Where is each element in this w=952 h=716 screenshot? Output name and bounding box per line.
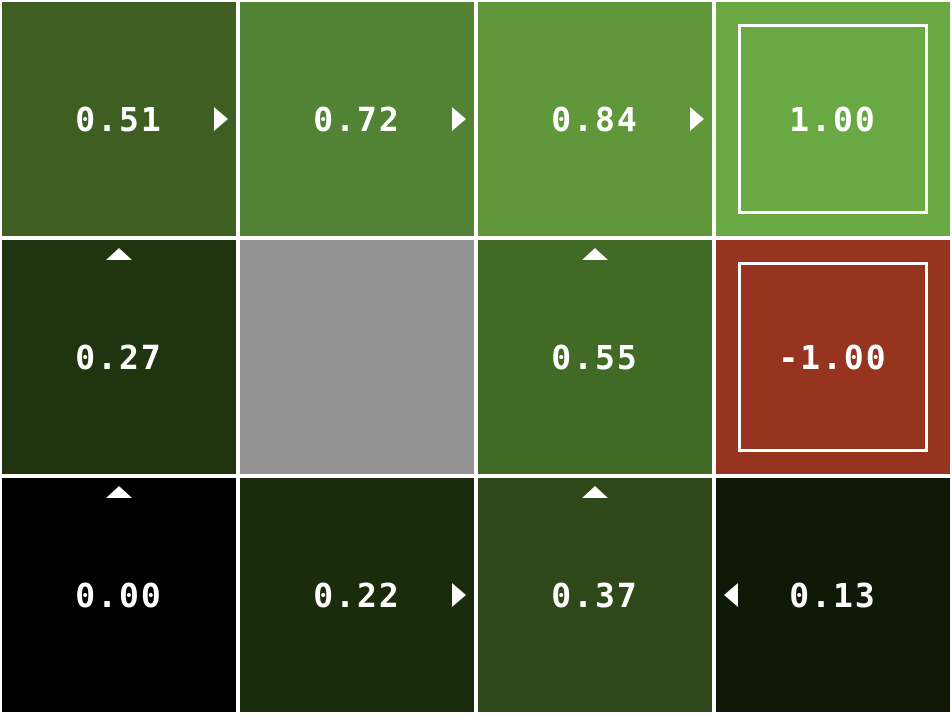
cell-value: 0.13 — [789, 575, 877, 615]
grid-cell-r2-c3: 0.13 — [716, 478, 950, 712]
grid-cell-r2-c1: 0.22 — [240, 478, 474, 712]
grid-cell-r0-c2: 0.84 — [478, 2, 712, 236]
grid-cell-r1-c2: 0.55 — [478, 240, 712, 474]
policy-arrow-right-icon — [690, 107, 704, 131]
policy-arrow-up-icon — [582, 248, 608, 260]
grid-cell-r1-c3: -1.00 — [716, 240, 950, 474]
grid-cell-r0-c0: 0.51 — [2, 2, 236, 236]
grid-cell-r2-c0: 0.00 — [2, 478, 236, 712]
policy-arrow-right-icon — [452, 583, 466, 607]
policy-arrow-left-icon — [724, 583, 738, 607]
grid-cell-r0-c1: 0.72 — [240, 2, 474, 236]
cell-value: 0.27 — [75, 337, 163, 377]
cell-value: 0.51 — [75, 99, 163, 139]
policy-arrow-right-icon — [214, 107, 228, 131]
cell-value: 1.00 — [789, 99, 877, 139]
cell-value: 0.37 — [551, 575, 639, 615]
cell-value: 0.22 — [313, 575, 401, 615]
cell-value: 0.00 — [75, 575, 163, 615]
grid-cell-r2-c2: 0.37 — [478, 478, 712, 712]
cell-value: -1.00 — [778, 337, 888, 377]
grid-cell-r0-c3: 1.00 — [716, 2, 950, 236]
cell-value: 0.55 — [551, 337, 639, 377]
policy-arrow-up-icon — [106, 248, 132, 260]
grid-cell-r1-c1-wall — [240, 240, 474, 474]
cell-value: 0.72 — [313, 99, 401, 139]
policy-arrow-right-icon — [452, 107, 466, 131]
grid-cell-r1-c0: 0.27 — [2, 240, 236, 474]
terminal-state-box — [738, 24, 928, 214]
cell-value: 0.84 — [551, 99, 639, 139]
policy-arrow-up-icon — [582, 486, 608, 498]
terminal-state-box — [738, 262, 928, 452]
policy-arrow-up-icon — [106, 486, 132, 498]
